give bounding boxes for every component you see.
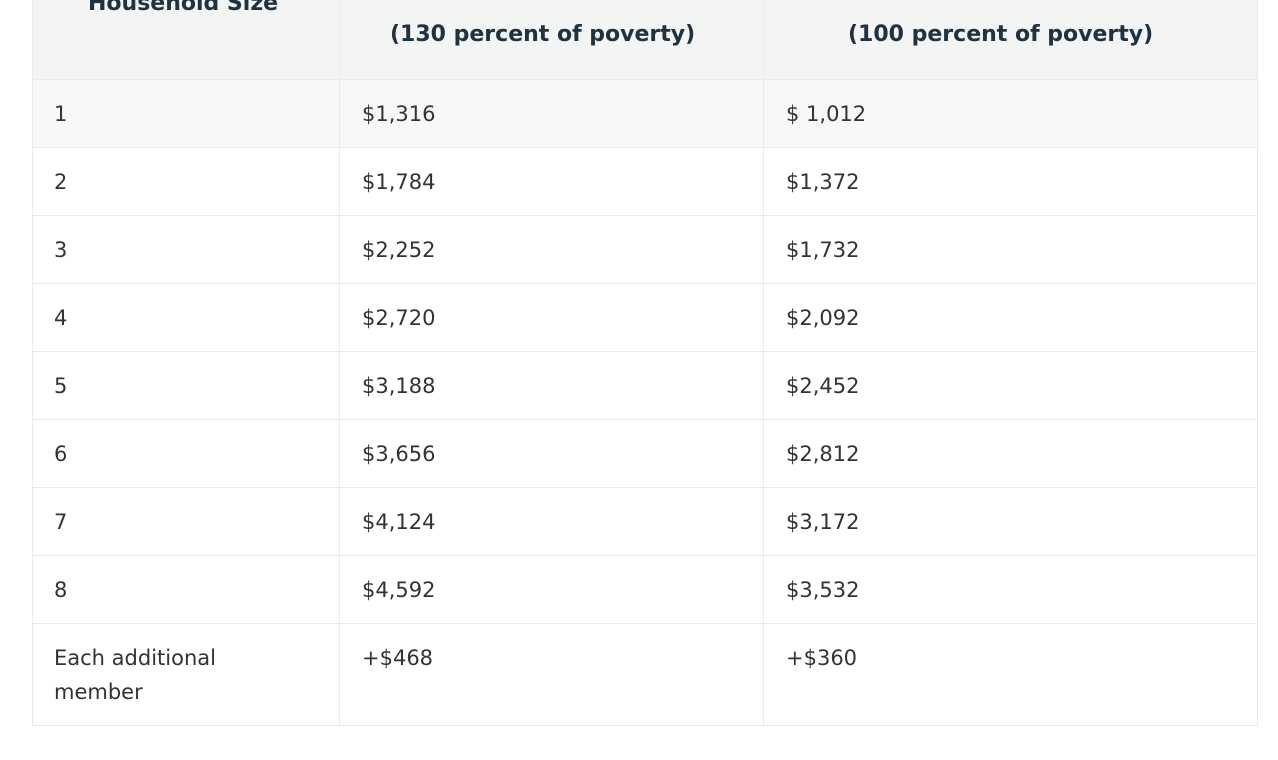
table-cell bbox=[764, 80, 1258, 148]
table-cell bbox=[764, 420, 1258, 488]
cell-text: $ 1,012 bbox=[786, 102, 867, 126]
cell-text: +$468 bbox=[362, 646, 434, 670]
cell-text: 2 bbox=[54, 170, 68, 194]
cell-text: $1,784 bbox=[362, 170, 436, 194]
table-cell bbox=[340, 556, 764, 624]
table-cell bbox=[32, 352, 340, 420]
cell-text: $2,452 bbox=[786, 374, 860, 398]
table-cell bbox=[340, 80, 764, 148]
header-cell bbox=[764, 0, 1258, 80]
table-cell bbox=[340, 284, 764, 352]
table-cell bbox=[32, 556, 340, 624]
cell-text: 6 bbox=[54, 442, 68, 466]
cell-text: $3,532 bbox=[786, 578, 860, 602]
table-cell bbox=[764, 556, 1258, 624]
cell-text: $2,092 bbox=[786, 306, 860, 330]
table-cell bbox=[764, 148, 1258, 216]
cell-text: 1 bbox=[54, 102, 68, 126]
table-cell bbox=[32, 80, 340, 148]
cell-text: +$360 bbox=[786, 646, 858, 670]
cell-text: $3,656 bbox=[362, 442, 436, 466]
table-cell bbox=[340, 420, 764, 488]
cell-text: $1,732 bbox=[786, 238, 860, 262]
cell-text: $3,172 bbox=[786, 510, 860, 534]
header-text: (100 percent of poverty) bbox=[848, 22, 1154, 47]
table-cell bbox=[32, 284, 340, 352]
cell-text: $2,252 bbox=[362, 238, 436, 262]
table-cell bbox=[32, 624, 340, 726]
cell-text: 7 bbox=[54, 510, 68, 534]
cell-text: 4 bbox=[54, 306, 68, 330]
table-cell bbox=[32, 488, 340, 556]
cell-text: $3,188 bbox=[362, 374, 436, 398]
table-cell bbox=[764, 284, 1258, 352]
cell-text: Each additional member bbox=[54, 646, 216, 704]
cell-text: $1,316 bbox=[362, 102, 436, 126]
table-cell bbox=[764, 216, 1258, 284]
cell-text: 3 bbox=[54, 238, 68, 262]
cell-text: $4,124 bbox=[362, 510, 436, 534]
table-cell bbox=[340, 488, 764, 556]
cell-text: $2,720 bbox=[362, 306, 436, 330]
cell-text: $2,812 bbox=[786, 442, 860, 466]
table-cell bbox=[764, 624, 1258, 726]
table-cell bbox=[340, 148, 764, 216]
header-cell bbox=[32, 0, 340, 80]
header-text: Household Size bbox=[88, 0, 279, 16]
table-cell bbox=[32, 148, 340, 216]
cell-text: $1,372 bbox=[786, 170, 860, 194]
table-cell bbox=[32, 420, 340, 488]
header-text: (130 percent of poverty) bbox=[390, 22, 696, 47]
table-cell bbox=[340, 624, 764, 726]
table-cell bbox=[32, 216, 340, 284]
cell-text: 5 bbox=[54, 374, 68, 398]
table-cell bbox=[764, 352, 1258, 420]
header-cell bbox=[340, 0, 764, 80]
table-cell bbox=[340, 216, 764, 284]
table-cell bbox=[764, 488, 1258, 556]
cell-text: $4,592 bbox=[362, 578, 436, 602]
cell-text: 8 bbox=[54, 578, 68, 602]
table-cell bbox=[340, 352, 764, 420]
